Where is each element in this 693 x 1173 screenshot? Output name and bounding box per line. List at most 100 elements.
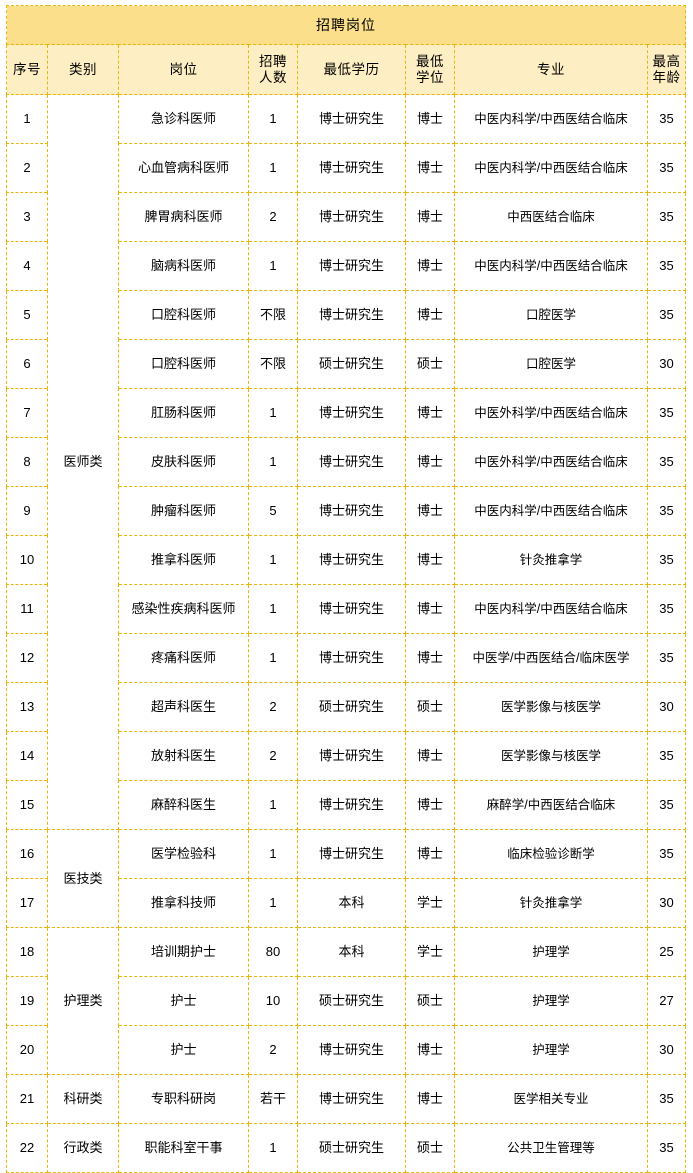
table-row: 12 疼痛科医师 1 博士研究生 博士 中医学/中西医结合/临床医学 35: [6, 633, 686, 683]
cell-category-group: 科研类: [47, 1074, 119, 1124]
table-row: 14 放射科医生 2 博士研究生 博士 医学影像与核医学 35: [6, 731, 686, 781]
cell-position: 脑病科医师: [118, 241, 249, 291]
cell-max-age: 35: [647, 94, 686, 144]
cell-major: 中医内科学/中西医结合临床: [454, 94, 648, 144]
cell-headcount: 1: [248, 1123, 298, 1173]
column-header-cat: 类别: [47, 44, 119, 95]
cell-min-degree: 博士: [405, 633, 455, 683]
cell-headcount: 10: [248, 976, 298, 1026]
cell-category-group: 医技类: [47, 829, 119, 928]
cell-headcount: 1: [248, 780, 298, 830]
cell-sequence-number: 2: [6, 143, 48, 193]
cell-min-education: 博士研究生: [297, 143, 406, 193]
table-row: 16 医技类 医学检验科 1 博士研究生 博士 临床检验诊断学 35: [6, 829, 686, 928]
cell-max-age: 35: [647, 829, 686, 879]
cell-min-degree: 博士: [405, 1025, 455, 1075]
cell-major: 医学相关专业: [454, 1074, 648, 1124]
cell-max-age: 35: [647, 143, 686, 193]
cell-position: 肿瘤科医师: [118, 486, 249, 536]
cell-headcount: 1: [248, 437, 298, 487]
table-row: 19 护士 10 硕士研究生 硕士 护理学 27: [6, 976, 686, 1026]
cell-min-education: 博士研究生: [297, 192, 406, 242]
cell-min-education: 博士研究生: [297, 94, 406, 144]
cell-major: 中西医结合临床: [454, 192, 648, 242]
cell-sequence-number: 20: [6, 1025, 48, 1075]
cell-position: 疼痛科医师: [118, 633, 249, 683]
recruitment-table: 招聘岗位 序号 类别 岗位 招聘 人数 最低学历 最低 学位 专业 最高 年龄 1 医师类 急诊科医师 1…: [6, 5, 686, 1173]
cell-sequence-number: 12: [6, 633, 48, 683]
cell-major: 麻醉学/中西医结合临床: [454, 780, 648, 830]
cell-min-degree: 博士: [405, 290, 455, 340]
cell-position: 放射科医生: [118, 731, 249, 781]
cell-position: 推拿科技师: [118, 878, 249, 928]
cell-max-age: 35: [647, 1123, 686, 1173]
cell-min-education: 硕士研究生: [297, 976, 406, 1026]
column-header-edu: 最低学历: [297, 44, 406, 95]
cell-min-education: 博士研究生: [297, 535, 406, 585]
cell-headcount: 2: [248, 1025, 298, 1075]
cell-max-age: 30: [647, 339, 686, 389]
cell-position: 麻醉科医生: [118, 780, 249, 830]
cell-major: 针灸推拿学: [454, 535, 648, 585]
cell-min-education: 本科: [297, 927, 406, 977]
table-row: 18 护理类 培训期护士 80 本科 学士 护理学 25: [6, 927, 686, 1075]
column-header-line: 人数: [259, 69, 287, 85]
cell-min-education: 博士研究生: [297, 731, 406, 781]
cell-position: 职能科室干事: [118, 1123, 249, 1173]
cell-major: 中医外科学/中西医结合临床: [454, 437, 648, 487]
cell-sequence-number: 4: [6, 241, 48, 291]
recruitment-table-sheet: 招聘岗位 序号 类别 岗位 招聘 人数 最低学历 最低 学位 专业 最高 年龄 1 医师类 急诊科医师 1…: [6, 5, 686, 1173]
table-head: 招聘岗位 序号 类别 岗位 招聘 人数 最低学历 最低 学位 专业 最高 年龄: [6, 5, 686, 95]
cell-major: 针灸推拿学: [454, 878, 648, 928]
table-row: 17 推拿科技师 1 本科 学士 针灸推拿学 30: [6, 878, 686, 928]
cell-sequence-number: 11: [6, 584, 48, 634]
cell-max-age: 35: [647, 241, 686, 291]
cell-major: 护理学: [454, 1025, 648, 1075]
cell-max-age: 35: [647, 633, 686, 683]
cell-headcount: 1: [248, 584, 298, 634]
cell-major: 中医内科学/中西医结合临床: [454, 241, 648, 291]
cell-major: 护理学: [454, 927, 648, 977]
cell-headcount: 1: [248, 388, 298, 438]
table-row: 7 肛肠科医师 1 博士研究生 博士 中医外科学/中西医结合临床 35: [6, 388, 686, 438]
table-row: 4 脑病科医师 1 博士研究生 博士 中医内科学/中西医结合临床 35: [6, 241, 686, 291]
cell-min-degree: 博士: [405, 1074, 455, 1124]
cell-min-degree: 学士: [405, 878, 455, 928]
cell-sequence-number: 1: [6, 94, 48, 144]
cell-major: 中医内科学/中西医结合临床: [454, 486, 648, 536]
column-header-num: 序号: [6, 44, 48, 95]
cell-min-education: 硕士研究生: [297, 682, 406, 732]
cell-sequence-number: 9: [6, 486, 48, 536]
cell-position: 专职科研岗: [118, 1074, 249, 1124]
cell-category-group: 医师类: [47, 94, 119, 830]
column-header-line: 最低学历: [323, 61, 380, 77]
cell-min-education: 硕士研究生: [297, 339, 406, 389]
column-header-line: 岗位: [169, 61, 198, 77]
cell-min-degree: 博士: [405, 535, 455, 585]
column-header-line: 年龄: [652, 69, 681, 85]
cell-min-degree: 博士: [405, 388, 455, 438]
cell-position: 急诊科医师: [118, 94, 249, 144]
cell-major: 口腔医学: [454, 290, 648, 340]
cell-headcount: 不限: [248, 290, 298, 340]
cell-min-education: 博士研究生: [297, 1025, 406, 1075]
cell-category-group: 行政类: [47, 1123, 119, 1173]
cell-max-age: 27: [647, 976, 686, 1026]
column-header-degree: 最低 学位: [405, 44, 455, 95]
cell-position: 皮肤科医师: [118, 437, 249, 487]
cell-min-degree: 博士: [405, 94, 455, 144]
column-header-line: 最低: [416, 53, 444, 69]
cell-headcount: 1: [248, 241, 298, 291]
cell-position: 护士: [118, 976, 249, 1026]
cell-position: 口腔科医师: [118, 339, 249, 389]
cell-sequence-number: 22: [6, 1123, 48, 1173]
column-header-post: 岗位: [118, 44, 249, 95]
cell-min-degree: 硕士: [405, 1123, 455, 1173]
cell-position: 口腔科医师: [118, 290, 249, 340]
cell-min-degree: 博士: [405, 241, 455, 291]
cell-position: 感染性疾病科医师: [118, 584, 249, 634]
cell-headcount: 80: [248, 927, 298, 977]
cell-max-age: 30: [647, 682, 686, 732]
cell-sequence-number: 21: [6, 1074, 48, 1124]
cell-max-age: 35: [647, 731, 686, 781]
